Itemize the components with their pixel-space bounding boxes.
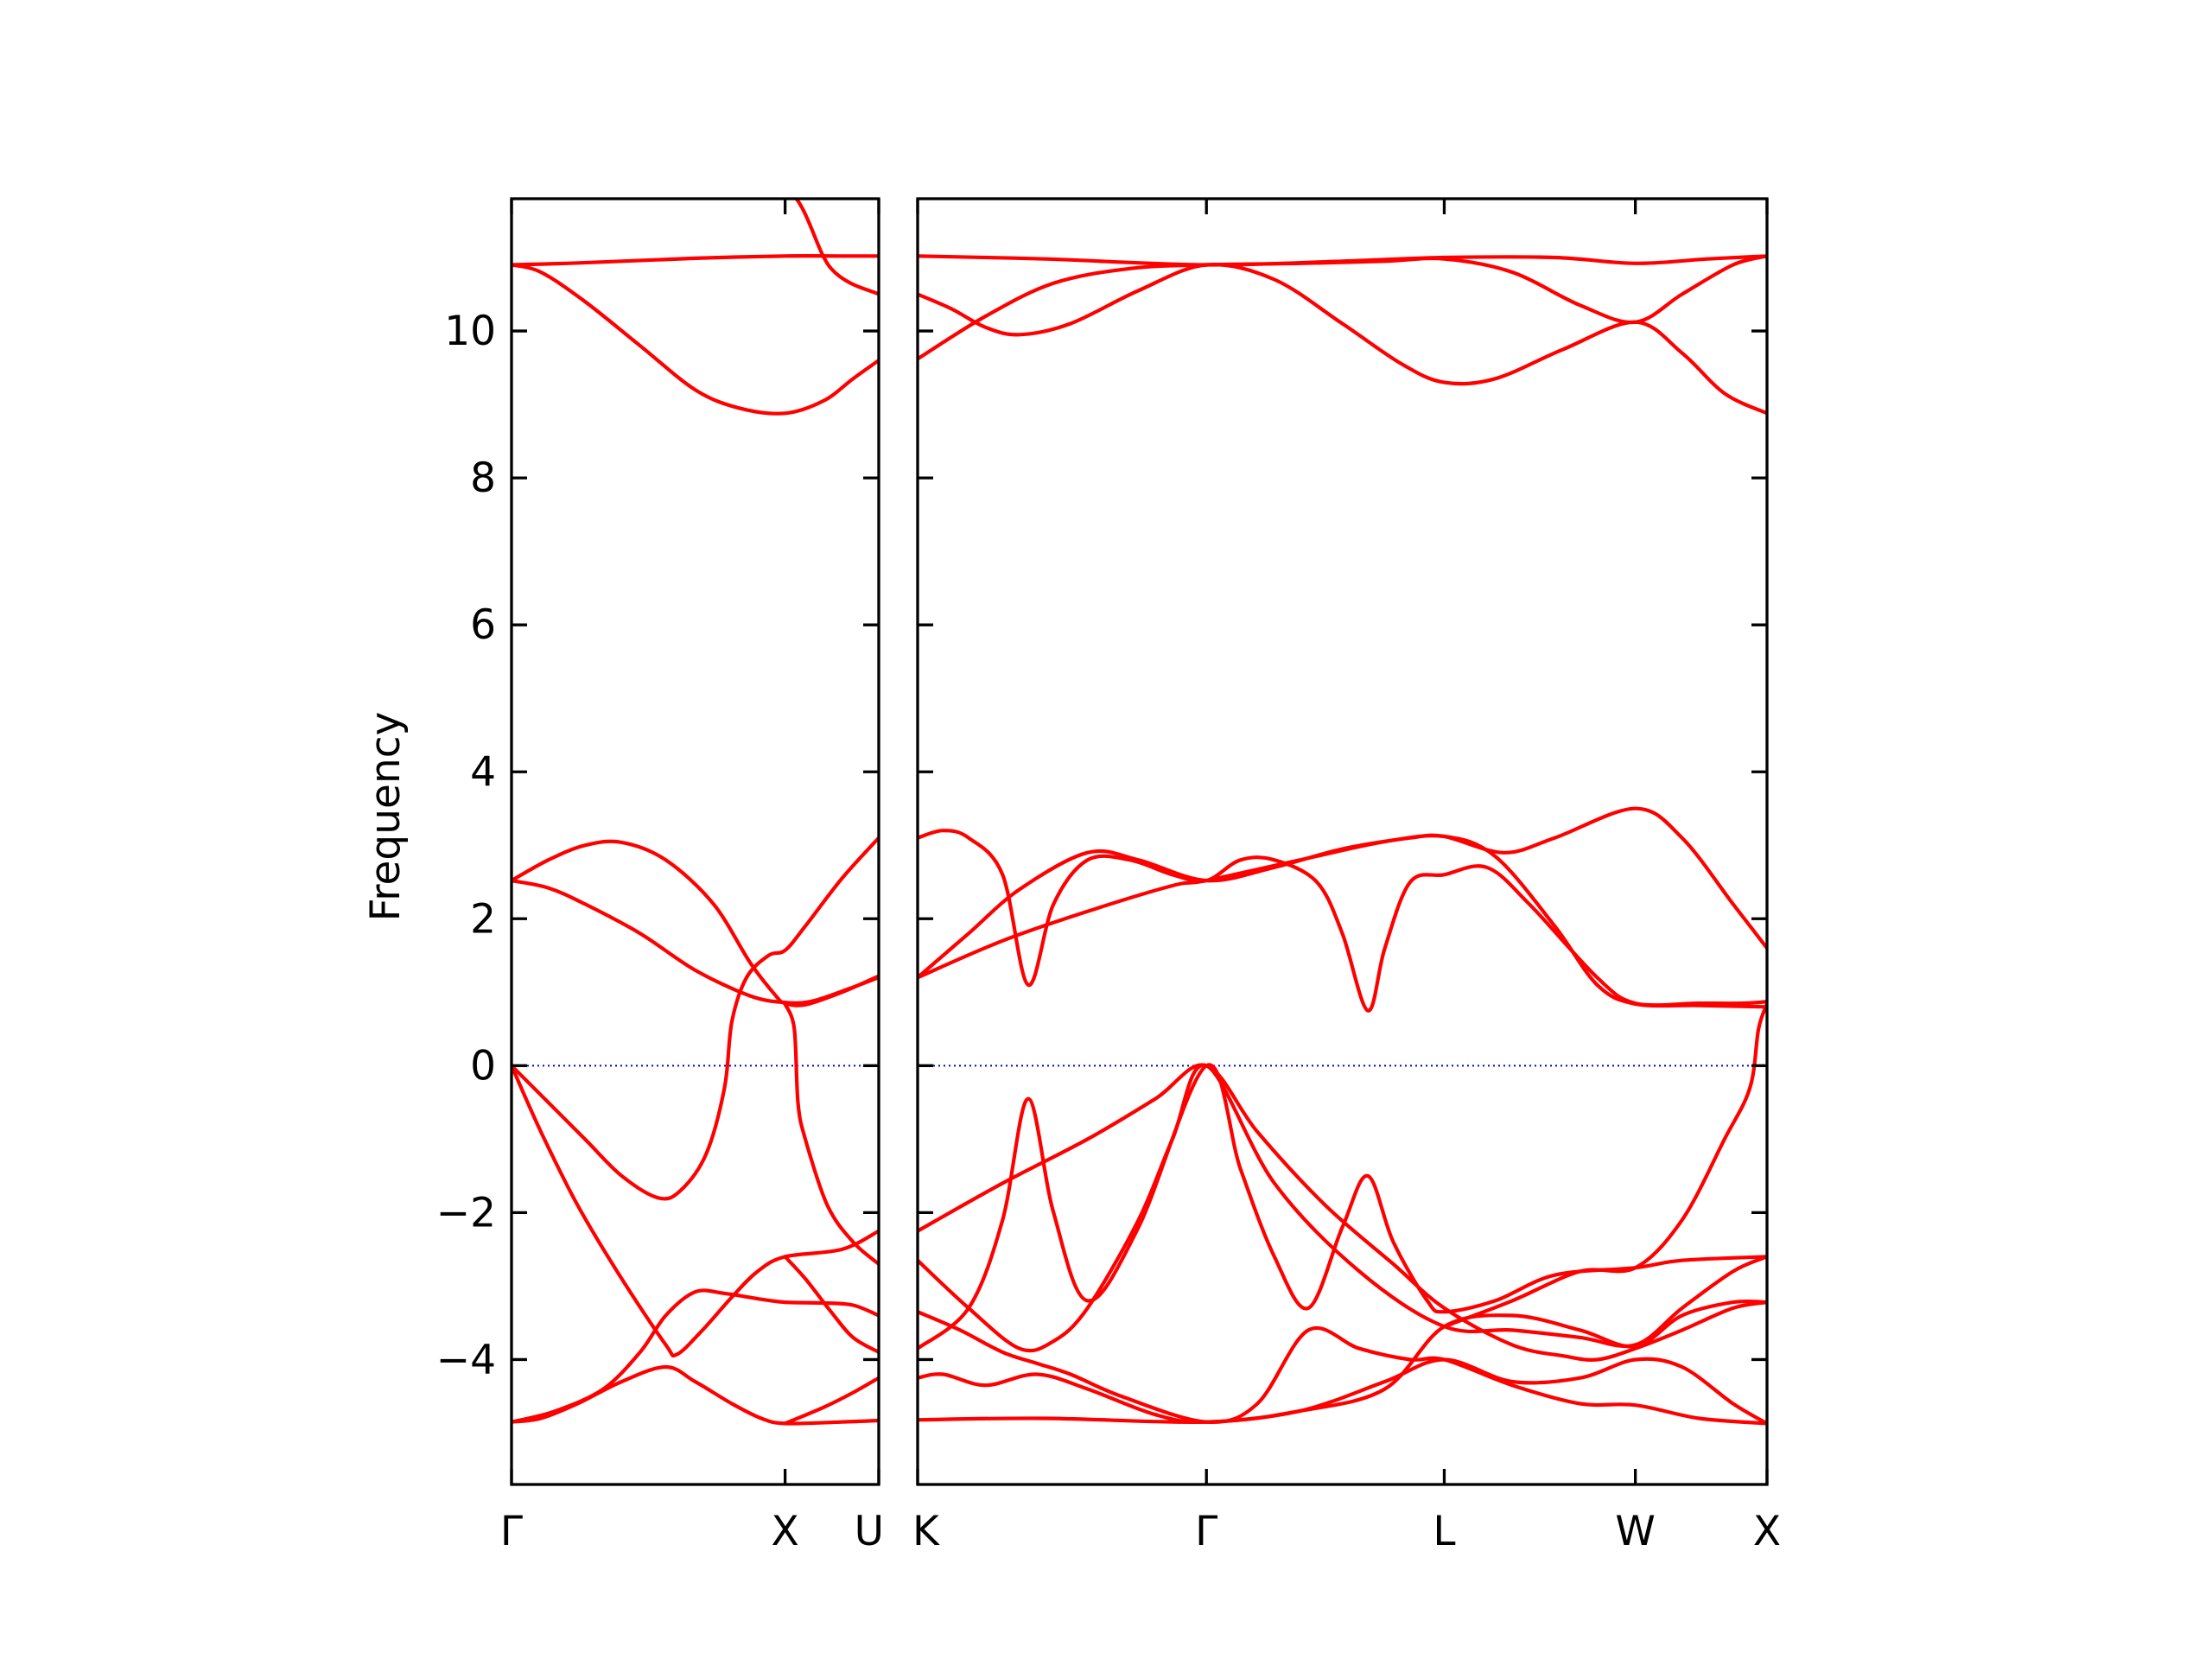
band-line-2-8 [918,1063,1767,1351]
y-tick-label: 6 [470,601,496,649]
band-series-group [918,254,1767,1426]
band-line-1-8 [512,1364,879,1426]
x-tick-label-X: X [1753,1508,1781,1555]
band-line-2-3 [918,254,1767,361]
band-line-2-12 [918,1299,1767,1425]
x-tick-label-K: K [912,1508,940,1555]
y-tick-label: 0 [470,1042,496,1090]
band-line-2-11 [918,1357,1767,1426]
band-line-2-9 [918,1063,1767,1353]
band-line-2-5 [918,806,1767,980]
band-line-1-3 [794,199,879,296]
x-tick-label-U: U [855,1508,884,1555]
x-tick-label-W: W [1615,1508,1655,1555]
band-line-1-7 [512,1064,879,1358]
band-line-1-1 [512,254,879,267]
band-line-1-9 [512,1288,879,1424]
band-line-2-7 [918,1063,1767,1362]
y-axis-tick-labels: −4 −2 0 2 4 6 8 10 [436,308,496,1383]
x-tick-label-X: X [772,1508,799,1555]
y-tick-label: 10 [444,308,496,355]
y-tick-label: −4 [436,1336,496,1383]
band-line-2-13 [1442,1001,1767,1329]
x-tick-label-L: L [1433,1508,1455,1555]
band-line-1-2 [512,263,879,416]
band-line-2-4 [918,829,1767,1013]
x-tick-label-Γ: Γ [500,1508,523,1555]
band-line-1-4 [512,839,879,1007]
band-line-1-11 [783,1376,879,1426]
band-line-2-2 [918,263,1767,416]
x-tick-label-Γ: Γ [1195,1508,1217,1555]
panel-frame [510,197,880,1486]
band-line-2-10 [918,1310,1767,1426]
band-line-1-10 [783,1255,879,1354]
band-line-2-6 [918,834,1767,1009]
y-tick-label: 2 [470,895,496,943]
band-series-group [512,199,879,1426]
y-tick-label: 8 [470,454,496,502]
y-tick-label: 4 [470,748,496,796]
band-line-1-6 [512,836,879,1201]
band-line-1-12 [783,1001,879,1266]
y-axis-title: Frequency [362,712,410,922]
band-line-1-5 [512,879,879,1005]
y-tick-label: −2 [436,1189,496,1236]
panel-frame [916,197,1769,1486]
